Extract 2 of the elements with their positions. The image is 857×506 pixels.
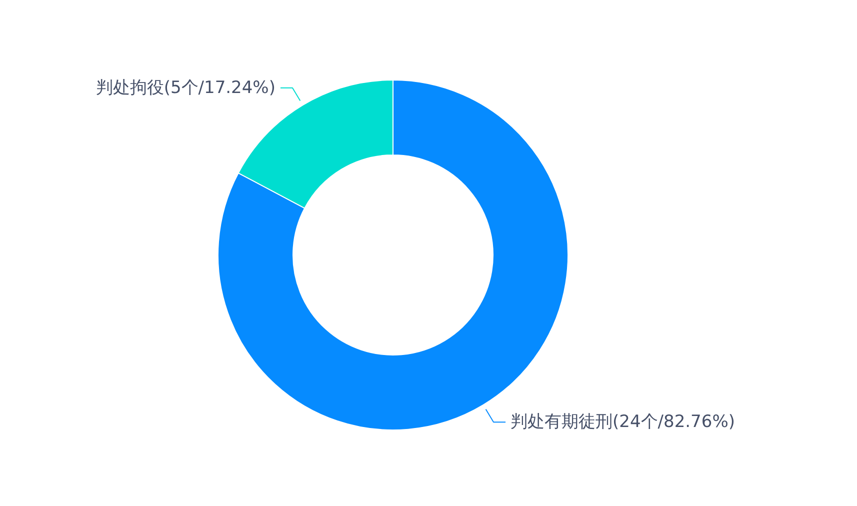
slice-label: 判处有期徒刑(24个/82.76%) <box>510 412 735 432</box>
slice-label: 判处拘役(5个/17.24%) <box>96 78 276 98</box>
